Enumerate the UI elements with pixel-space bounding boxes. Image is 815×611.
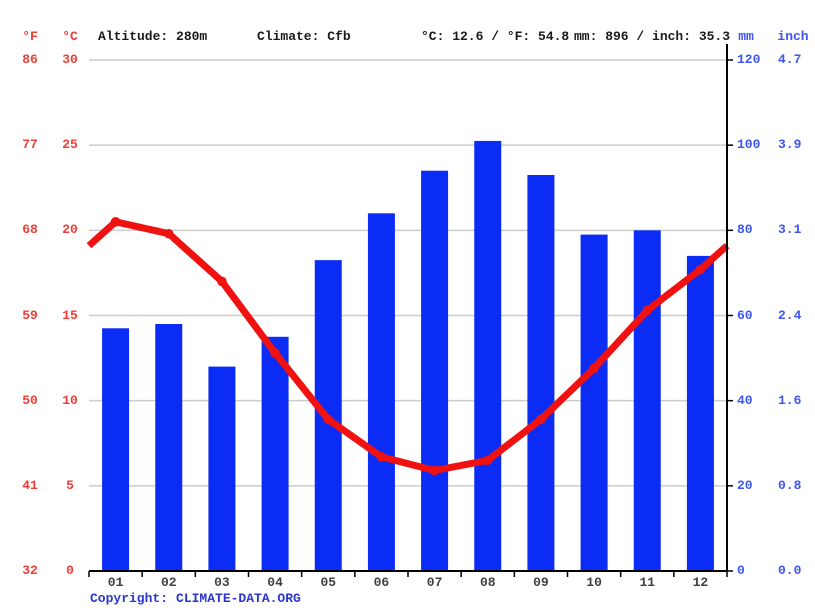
temperature-point-09 [536, 414, 546, 425]
annual-precipitation-label: mm: 896 / inch: 35.3 [574, 29, 731, 44]
precip-bar-07 [421, 170, 449, 571]
temperature-point-10 [589, 363, 599, 374]
inch-axis-title: inch [777, 29, 809, 44]
temperature-line [86, 218, 730, 474]
copyright-label: Copyright: [90, 591, 169, 606]
c-axis-title: °C [62, 29, 78, 44]
f-axis-title: °F [22, 29, 38, 44]
copyright-line: Copyright: CLIMATE-DATA.ORG [90, 591, 301, 606]
temperature-point-08 [482, 455, 493, 466]
precip-bar-09 [527, 174, 555, 571]
temperature-point-02 [163, 228, 174, 239]
precip-bar-12 [686, 255, 714, 571]
precip-bar-04 [261, 336, 289, 571]
precip-bar-10 [580, 234, 608, 571]
altitude-label: Altitude: 280m [98, 29, 208, 44]
precip-bar-08 [474, 140, 502, 572]
temperature-point-06 [376, 452, 387, 462]
temperature-point-07 [429, 465, 440, 476]
avg-temperature-label: °C: 12.6 / °F: 54.8 [421, 29, 570, 44]
temperature-point-11 [642, 305, 653, 316]
copyright-link[interactable]: CLIMATE-DATA.ORG [176, 591, 301, 606]
precip-bar-02 [155, 324, 183, 571]
climate-label: Climate: Cfb [257, 29, 351, 44]
temperature-point-04 [270, 348, 280, 358]
temperature-point-01 [110, 217, 121, 227]
precip-bar-11 [633, 230, 661, 572]
precip-bar-01 [102, 328, 130, 571]
precip-bar-06 [367, 213, 395, 572]
mm-axis-title: mm [738, 29, 754, 44]
precip-bar-03 [208, 366, 236, 571]
temperature-point-03 [217, 276, 227, 287]
temperature-point-05 [323, 414, 334, 425]
temperature-point-12 [695, 264, 706, 275]
